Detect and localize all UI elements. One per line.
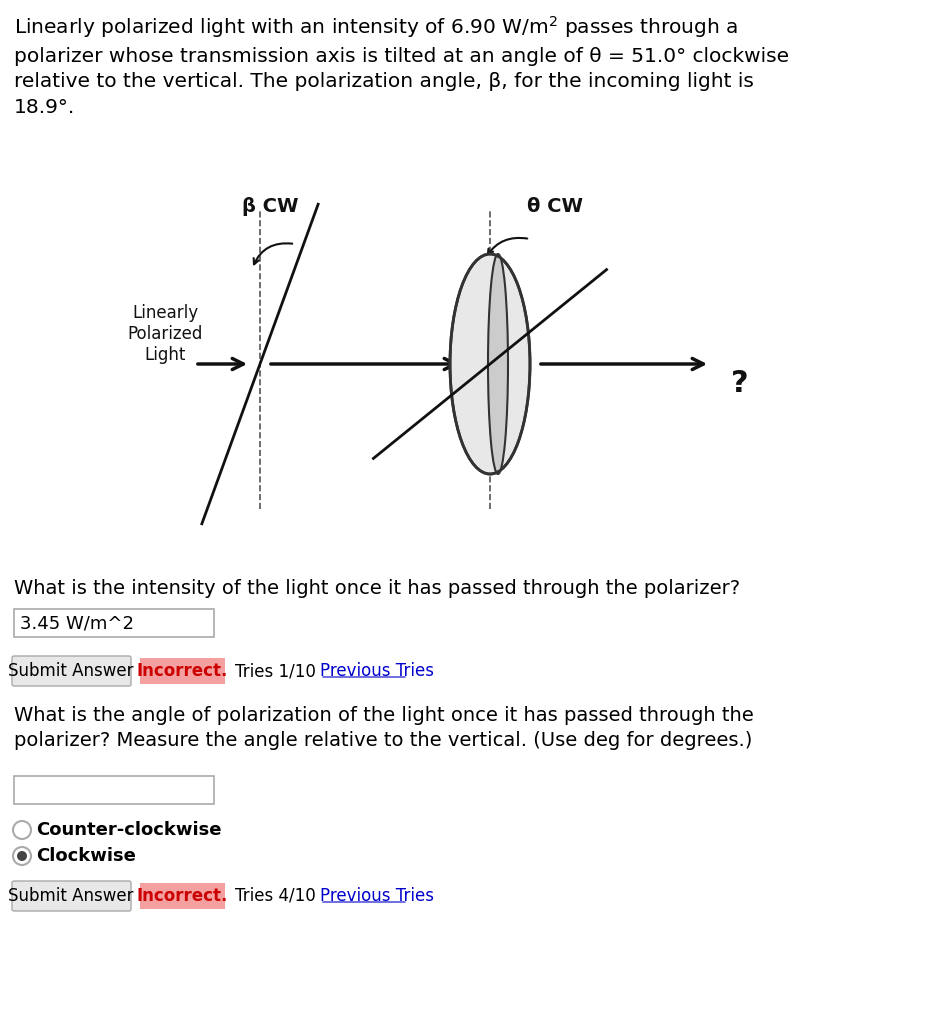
Ellipse shape: [488, 254, 508, 474]
Text: ?: ?: [731, 370, 749, 398]
FancyBboxPatch shape: [14, 609, 214, 637]
Text: Tries 1/10: Tries 1/10: [235, 662, 316, 680]
Text: Submit Answer: Submit Answer: [8, 662, 133, 680]
Text: Linearly polarized light with an intensity of 6.90 W/m$^2$ passes through a
pola: Linearly polarized light with an intensi…: [14, 14, 789, 117]
Text: Previous Tries: Previous Tries: [320, 662, 434, 680]
Text: Previous Tries: Previous Tries: [320, 887, 434, 905]
FancyBboxPatch shape: [140, 658, 225, 684]
Text: Submit Answer: Submit Answer: [8, 887, 133, 905]
Text: 3.45 W/m^2: 3.45 W/m^2: [20, 614, 134, 632]
Text: β CW: β CW: [242, 197, 298, 216]
FancyBboxPatch shape: [12, 881, 131, 911]
Text: θ CW: θ CW: [527, 197, 583, 216]
Text: Counter-clockwise: Counter-clockwise: [36, 821, 222, 839]
FancyBboxPatch shape: [140, 883, 225, 909]
Text: Clockwise: Clockwise: [36, 847, 136, 865]
Text: What is the angle of polarization of the light once it has passed through the
po: What is the angle of polarization of the…: [14, 706, 754, 750]
Text: What is the intensity of the light once it has passed through the polarizer?: What is the intensity of the light once …: [14, 579, 740, 598]
Circle shape: [17, 851, 27, 861]
Text: Incorrect.: Incorrect.: [136, 887, 228, 905]
Text: Tries 4/10: Tries 4/10: [235, 887, 316, 905]
Text: Linearly
Polarized
Light: Linearly Polarized Light: [127, 304, 203, 364]
FancyBboxPatch shape: [12, 656, 131, 686]
FancyBboxPatch shape: [14, 776, 214, 804]
Ellipse shape: [450, 254, 530, 474]
Text: Incorrect.: Incorrect.: [136, 662, 228, 680]
